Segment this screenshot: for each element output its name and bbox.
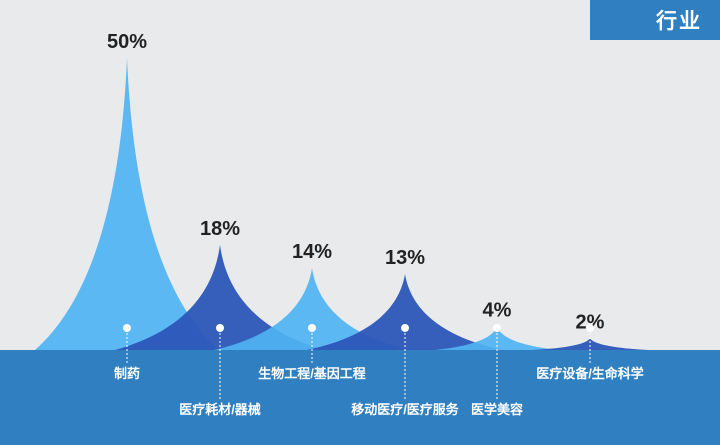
value-label-2: 18% bbox=[200, 218, 240, 240]
marker-dot-1 bbox=[123, 324, 131, 332]
marker-layer: 50% 制药 18% 医疗耗材/器械 14% 生物工程/基因工程 13% 移动医疗/医疗服务 4… bbox=[107, 31, 644, 417]
peak-4 bbox=[307, 274, 503, 350]
category-label-2: 医疗耗材/器械 bbox=[179, 402, 261, 417]
value-label-3: 14% bbox=[292, 241, 332, 263]
marker-dot-6 bbox=[586, 324, 594, 332]
value-label-4: 13% bbox=[385, 247, 425, 269]
peak-2 bbox=[115, 244, 325, 350]
base-band bbox=[0, 350, 720, 445]
marker-dot-4 bbox=[401, 324, 409, 332]
peak-3 bbox=[214, 268, 410, 350]
value-label-6: 2% bbox=[576, 311, 605, 333]
category-label-6: 医疗设备/生命科学 bbox=[536, 366, 644, 381]
value-label-5: 4% bbox=[483, 300, 512, 322]
peak-6 bbox=[532, 338, 648, 350]
marker-dot-2 bbox=[216, 324, 224, 332]
category-label-4: 移动医疗/医疗服务 bbox=[351, 402, 460, 417]
peak-layer bbox=[35, 58, 648, 350]
value-label-1: 50% bbox=[107, 31, 147, 53]
category-label-1: 制药 bbox=[114, 366, 140, 381]
category-label-5: 医学美容 bbox=[471, 402, 523, 417]
peak-1 bbox=[35, 58, 219, 350]
category-tag: 行业 bbox=[590, 0, 720, 40]
category-tag-label: 行业 bbox=[656, 10, 702, 33]
category-label-3: 生物工程/基因工程 bbox=[258, 366, 366, 381]
marker-dot-3 bbox=[308, 324, 316, 332]
marker-dot-5 bbox=[493, 324, 501, 332]
